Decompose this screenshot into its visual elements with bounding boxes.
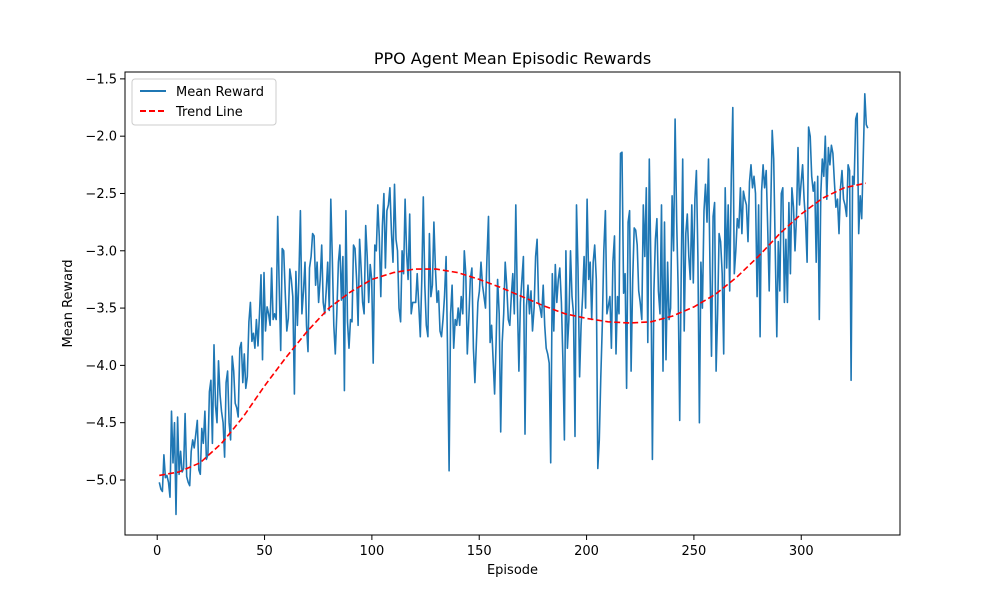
legend-label-mean-reward: Mean Reward xyxy=(176,85,264,100)
plot-frame xyxy=(124,71,901,536)
legend: Mean Reward Trend Line xyxy=(131,78,277,126)
plot-area xyxy=(125,72,900,535)
y-tick-label: −5.0 xyxy=(85,473,117,488)
y-tick-label: −3.0 xyxy=(85,244,117,259)
legend-label-trend-line: Trend Line xyxy=(175,105,243,120)
x-tick-label: 200 xyxy=(574,544,599,559)
x-tick-label: 0 xyxy=(153,544,161,559)
y-tick-label: −2.0 xyxy=(85,130,117,145)
x-tick-label: 250 xyxy=(681,544,706,559)
y-axis-label: Mean Reward xyxy=(61,260,76,348)
x-axis-label: Episode xyxy=(487,563,538,578)
x-tick-label: 300 xyxy=(789,544,814,559)
axis-ticks: 0 50 100 150 200 250 300 −5.0 −4.5 −4.0 −3.5 −3.0 −2… xyxy=(85,72,813,559)
legend-box xyxy=(131,78,277,126)
y-tick-label: −3.5 xyxy=(85,302,117,317)
series-lines xyxy=(158,93,869,516)
y-tick-label: −2.5 xyxy=(85,187,117,202)
y-tick-label: −4.5 xyxy=(85,416,117,431)
chart-title: PPO Agent Mean Episodic Rewards xyxy=(374,49,651,68)
x-tick-label: 150 xyxy=(467,544,492,559)
x-tick-label: 100 xyxy=(359,544,384,559)
series-line-trend-line xyxy=(159,182,866,477)
y-tick-label: −1.5 xyxy=(85,72,117,87)
y-tick-label: −4.0 xyxy=(85,359,117,374)
x-tick-label: 50 xyxy=(256,544,273,559)
